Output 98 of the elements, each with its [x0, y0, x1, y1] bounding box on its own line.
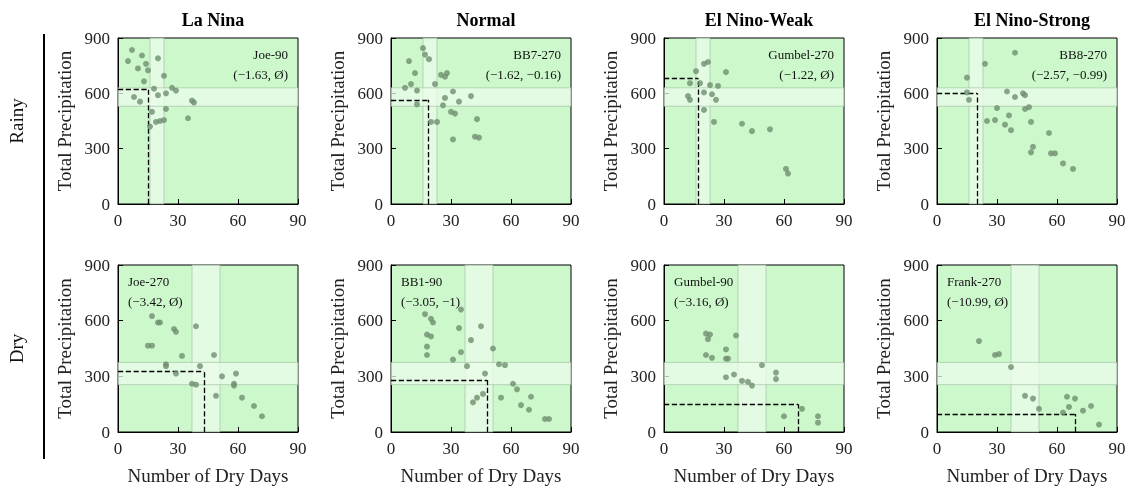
x-tick-label: 60	[1048, 439, 1066, 458]
x-tick-label: 30	[988, 211, 1006, 230]
y-tick-label: 300	[357, 139, 383, 159]
annotation: BB7-270	[513, 47, 561, 62]
y-tick-label: 900	[903, 28, 929, 48]
annotation: BB8-270	[1059, 47, 1107, 62]
x-tick-label: 30	[715, 211, 733, 230]
x-tick-label: 60	[775, 211, 793, 230]
y-tick-label: 0	[647, 422, 656, 442]
chart-title: Normal	[456, 10, 516, 30]
annotation: Gumbel-270	[768, 47, 835, 62]
x-axis-title: Number of Dry Days	[673, 465, 835, 486]
x-tick-label: 30	[715, 439, 733, 458]
y-tick-label: 0	[647, 194, 656, 214]
y-tick-label: 900	[357, 28, 383, 48]
x-tick-label: 0	[386, 211, 396, 230]
y-tick-label: 300	[630, 139, 656, 159]
y-tick-label: 300	[903, 366, 929, 386]
x-tick-label: 90	[835, 211, 853, 230]
y-tick-label: 300	[84, 366, 110, 386]
y-tick-label: 0	[374, 194, 383, 214]
x-tick-label: 60	[502, 439, 520, 458]
x-tick-label: 60	[1048, 211, 1066, 230]
x-tick-label: 90	[562, 439, 580, 458]
chart-title: La Nina	[181, 10, 245, 30]
y-tick-label: 300	[357, 366, 383, 386]
annotation: (−1.63, Ø)	[233, 67, 289, 82]
x-tick-label: 0	[659, 439, 669, 458]
y-tick-label: 0	[920, 194, 929, 214]
annotation: Joe-270	[128, 274, 170, 289]
text: Dry	[5, 333, 27, 364]
x-tick-label: 90	[1108, 439, 1126, 458]
y-tick-label: 900	[630, 255, 656, 275]
y-tick-label: 300	[630, 366, 656, 386]
y-tick-label: 900	[357, 255, 383, 275]
x-axis-title: Number of Dry Days	[400, 465, 562, 486]
y-tick-label: 0	[101, 422, 110, 442]
x-tick-label: 30	[442, 439, 460, 458]
y-tick-label: 600	[903, 311, 929, 331]
x-tick-label: 90	[835, 439, 853, 458]
y-tick-label: 900	[84, 255, 110, 275]
y-tick-label: 600	[630, 311, 656, 331]
x-tick-label: 90	[289, 439, 307, 458]
x-axis-title: Number of Dry Days	[127, 465, 289, 486]
x-tick-label: 60	[229, 211, 247, 230]
y-tick-label: 900	[630, 28, 656, 48]
x-tick-label: 30	[442, 211, 460, 230]
x-tick-label: 60	[502, 211, 520, 230]
x-tick-label: 0	[113, 439, 123, 458]
y-tick-label: 900	[903, 255, 929, 275]
annotation: (−3.05, −1)	[401, 294, 461, 309]
chart-title: El Nino-Strong	[973, 10, 1091, 30]
y-tick-label: 300	[84, 139, 110, 159]
x-tick-label: 90	[562, 211, 580, 230]
y-axis-title: Total Precipitation	[326, 277, 348, 419]
annotation: BB1-90	[401, 274, 443, 289]
x-tick-label: 30	[169, 439, 187, 458]
text: Rainy	[5, 97, 27, 144]
x-tick-label: 0	[932, 211, 942, 230]
x-tick-label: 0	[659, 211, 669, 230]
y-tick-label: 600	[84, 83, 110, 103]
annotation: (−1.62, −0.16)	[485, 67, 562, 82]
x-tick-label: 30	[169, 211, 187, 230]
annotation: Frank-270	[947, 274, 1002, 289]
x-tick-label: 60	[229, 439, 247, 458]
y-tick-label: 600	[357, 311, 383, 331]
y-tick-label: 0	[920, 422, 929, 442]
y-tick-label: 0	[101, 194, 110, 214]
y-tick-label: 600	[903, 83, 929, 103]
y-tick-label: 900	[84, 28, 110, 48]
annotation: (−3.42, Ø)	[128, 294, 183, 309]
y-axis-title: Total Precipitation	[872, 50, 894, 192]
x-tick-label: 0	[932, 439, 942, 458]
x-tick-label: 0	[113, 211, 123, 230]
x-tick-label: 30	[988, 439, 1006, 458]
y-tick-label: 600	[357, 83, 383, 103]
x-tick-label: 90	[1108, 211, 1126, 230]
y-axis-title: Total Precipitation	[599, 277, 621, 419]
y-tick-label: 600	[84, 311, 110, 331]
annotation: (−1.22, Ø)	[779, 67, 835, 82]
y-tick-label: 300	[903, 139, 929, 159]
y-tick-label: 0	[374, 422, 383, 442]
x-tick-label: 60	[775, 439, 793, 458]
y-tick-label: 600	[630, 83, 656, 103]
annotation: Joe-90	[253, 47, 289, 62]
y-axis-title: Total Precipitation	[53, 277, 75, 419]
annotation: (−10.99, Ø)	[947, 294, 1009, 309]
y-axis-title: Total Precipitation	[326, 50, 348, 192]
annotation: Gumbel-90	[674, 274, 734, 289]
x-tick-label: 0	[386, 439, 396, 458]
x-axis-title: Number of Dry Days	[946, 465, 1108, 486]
annotation: (−3.16, Ø)	[674, 294, 729, 309]
y-axis-title: Total Precipitation	[872, 277, 894, 419]
chart-title: El Nino-Weak	[704, 10, 814, 30]
annotation: (−2.57, −0.99)	[1031, 67, 1108, 82]
y-axis-title: Total Precipitation	[599, 50, 621, 192]
x-tick-label: 90	[289, 211, 307, 230]
y-axis-title: Total Precipitation	[53, 50, 75, 192]
